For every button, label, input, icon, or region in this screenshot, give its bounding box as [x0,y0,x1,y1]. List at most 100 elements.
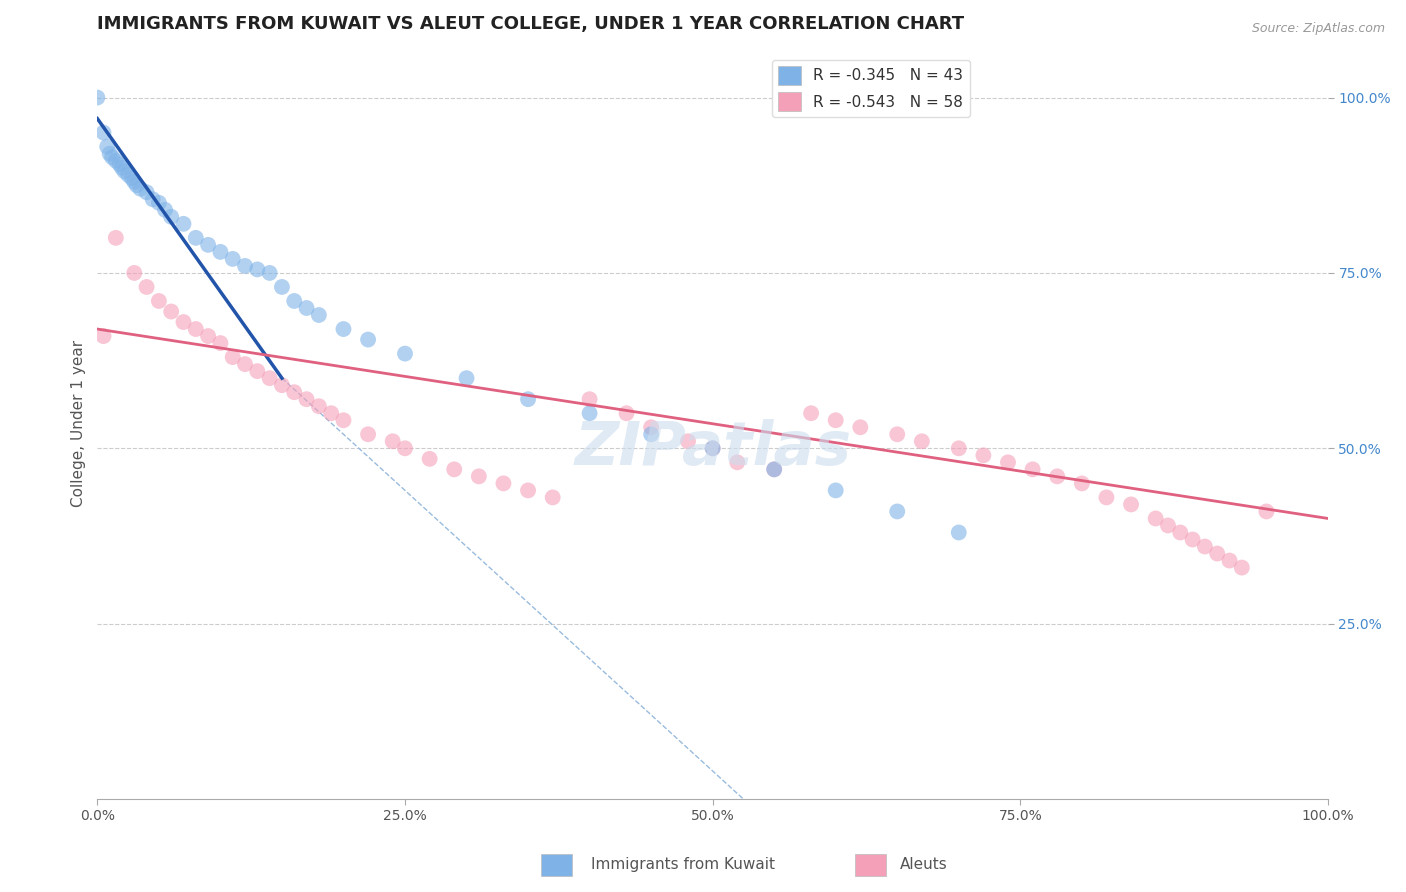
Point [948,525,970,540]
Point [321,406,343,420]
Point [246,262,269,277]
Point [233,259,256,273]
Point [122,266,145,280]
Point [886,427,908,442]
Point [104,231,127,245]
Text: IMMIGRANTS FROM KUWAIT VS ALEUT COLLEGE, UNDER 1 YEAR CORRELATION CHART: IMMIGRANTS FROM KUWAIT VS ALEUT COLLEGE,… [97,15,965,33]
Point [148,293,170,308]
Point [357,333,380,347]
Point [824,483,846,498]
Point [616,406,638,420]
Point [98,146,121,161]
Point [702,442,724,456]
Point [725,455,748,469]
Point [419,451,441,466]
Point [702,442,724,456]
Point [153,202,176,217]
Point [1144,511,1167,525]
Point [640,420,662,434]
Point [125,178,148,193]
Point [1230,560,1253,574]
Point [763,462,786,476]
Point [197,329,219,343]
Point [1218,553,1240,567]
Point [160,210,183,224]
Point [222,350,245,364]
Point [283,385,305,400]
Point [121,171,143,186]
Point [492,476,515,491]
Text: Aleuts: Aleuts [900,857,948,872]
Point [295,301,318,315]
Point [517,392,540,407]
Text: ZIPatlas: ZIPatlas [574,419,851,478]
Point [972,448,994,462]
Point [468,469,491,483]
Point [259,266,281,280]
Point [997,455,1019,469]
Point [1021,462,1043,476]
Y-axis label: College, Under 1 year: College, Under 1 year [72,340,86,508]
Point [1119,498,1142,512]
Point [357,427,380,442]
Point [108,157,131,171]
Point [763,462,786,476]
Point [578,392,600,407]
Point [135,186,157,200]
Point [117,168,139,182]
Point [541,491,564,505]
Point [1070,476,1092,491]
Point [1256,504,1278,518]
Point [246,364,269,378]
Point [332,322,354,336]
Point [122,175,145,189]
Point [209,244,232,259]
Point [1181,533,1204,547]
Point [93,329,115,343]
Point [800,406,823,420]
Point [308,399,330,413]
Point [640,427,662,442]
Point [824,413,846,427]
Point [332,413,354,427]
Point [394,346,416,360]
Point [129,182,152,196]
Point [184,322,207,336]
Point [1194,540,1216,554]
Point [173,217,195,231]
Point [1046,469,1069,483]
Text: Immigrants from Kuwait: Immigrants from Kuwait [591,857,775,872]
Point [148,195,170,210]
Point [295,392,318,407]
Point [271,280,294,294]
Point [394,442,416,456]
Text: Source: ZipAtlas.com: Source: ZipAtlas.com [1251,22,1385,36]
Point [1157,518,1180,533]
Point [849,420,872,434]
Point [101,150,124,164]
Point [96,139,118,153]
Point [86,90,108,104]
Point [93,126,115,140]
Point [283,293,305,308]
Point [1168,525,1191,540]
Point [104,153,127,168]
Point [381,434,404,449]
Point [184,231,207,245]
Point [676,434,699,449]
Point [1206,547,1229,561]
Point [259,371,281,385]
Point [233,357,256,371]
Point [135,280,157,294]
Legend: R = -0.345   N = 43, R = -0.543   N = 58: R = -0.345 N = 43, R = -0.543 N = 58 [772,60,970,117]
Point [456,371,478,385]
Point [160,304,183,318]
Point [173,315,195,329]
Point [111,161,134,175]
Point [886,504,908,518]
Point [517,483,540,498]
Point [209,336,232,351]
Point [142,192,165,206]
Point [911,434,934,449]
Point [197,238,219,252]
